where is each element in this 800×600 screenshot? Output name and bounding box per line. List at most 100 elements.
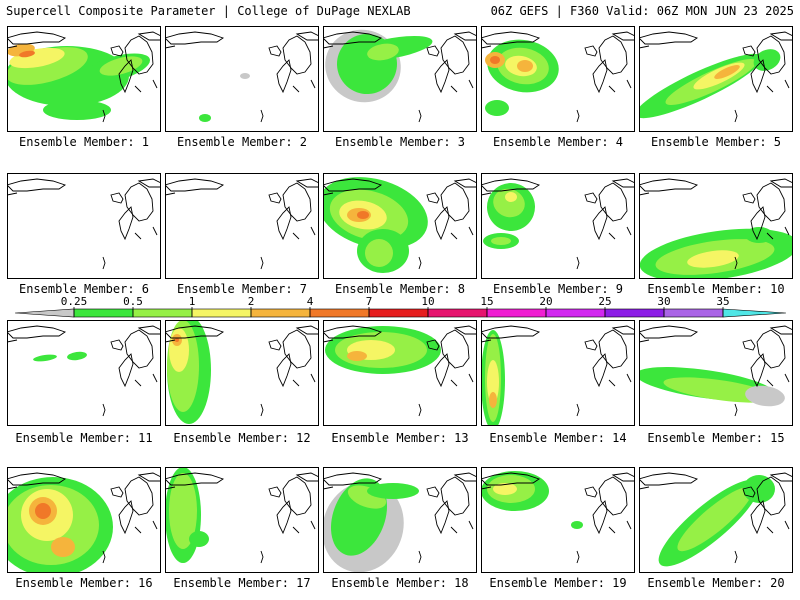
lake-outline bbox=[769, 472, 793, 482]
lake-outline bbox=[481, 325, 541, 339]
coastline bbox=[323, 45, 334, 49]
scp-map bbox=[165, 467, 319, 573]
lake-outline bbox=[110, 45, 124, 57]
coastline bbox=[626, 226, 632, 236]
ensemble-member-label: Ensemble Member: 2 bbox=[176, 135, 308, 149]
panel-frame bbox=[323, 467, 477, 573]
scp-map bbox=[639, 320, 793, 426]
scp-map bbox=[481, 26, 635, 132]
lake-outline bbox=[611, 325, 635, 335]
lake-outline bbox=[592, 500, 608, 535]
coastline bbox=[450, 85, 458, 93]
scp-contour bbox=[491, 237, 511, 245]
lake-outline bbox=[453, 178, 477, 188]
ensemble-map-panel bbox=[481, 26, 635, 132]
ensemble-member-label: Ensemble Member: 19 bbox=[489, 576, 627, 590]
ensemble-member-label: Ensemble Member: 15 bbox=[647, 431, 785, 445]
lake-outline bbox=[598, 329, 628, 369]
ensemble-map-panel bbox=[323, 320, 477, 426]
lake-outline bbox=[295, 472, 319, 482]
coastline bbox=[784, 373, 790, 383]
lake-outline bbox=[639, 31, 699, 45]
lake-outline bbox=[323, 31, 383, 45]
ensemble-member-label: Ensemble Member: 16 bbox=[15, 576, 153, 590]
coastline bbox=[323, 486, 334, 490]
lake-outline bbox=[598, 182, 628, 222]
scp-contour bbox=[189, 531, 209, 547]
scp-contour bbox=[51, 537, 75, 557]
ensemble-member-label: Ensemble Member: 9 bbox=[492, 282, 624, 296]
lake-outline bbox=[584, 45, 598, 57]
scp-contour bbox=[175, 338, 179, 342]
scp-contour bbox=[367, 483, 419, 499]
coastline bbox=[481, 192, 492, 196]
lake-outline bbox=[453, 472, 477, 482]
colorbar-segment bbox=[191, 308, 252, 318]
lake-outline bbox=[453, 325, 477, 335]
coastline bbox=[766, 232, 774, 240]
coastline bbox=[134, 379, 142, 387]
lake-outline bbox=[426, 45, 440, 57]
scp-map bbox=[7, 467, 161, 573]
ensemble-member-label: Ensemble Member: 6 bbox=[18, 282, 150, 296]
panel-frame bbox=[165, 173, 319, 279]
ensemble-member-label: Ensemble Member: 11 bbox=[15, 431, 153, 445]
ensemble-map-panel bbox=[639, 173, 793, 279]
lake-outline bbox=[481, 31, 541, 45]
scp-contour bbox=[19, 50, 35, 58]
colorbar-tick-label: 4 bbox=[306, 295, 314, 308]
ensemble-map-panel bbox=[165, 467, 319, 573]
lake-outline bbox=[7, 472, 67, 486]
coastline bbox=[260, 550, 264, 564]
ensemble-member-label: Ensemble Member: 1 bbox=[18, 135, 150, 149]
coastline bbox=[481, 339, 492, 343]
lake-outline bbox=[268, 45, 282, 57]
coastline bbox=[734, 550, 738, 564]
ensemble-map-panel bbox=[323, 467, 477, 573]
scp-contour bbox=[493, 188, 525, 218]
scp-contour bbox=[677, 486, 753, 552]
coastline bbox=[734, 403, 738, 417]
coastline bbox=[152, 520, 158, 530]
ensemble-member-label: Ensemble Member: 4 bbox=[492, 135, 624, 149]
scp-contour bbox=[714, 65, 740, 79]
lake-outline bbox=[750, 353, 766, 388]
colorbar-tick-label: 0.5 bbox=[123, 295, 143, 308]
coastline bbox=[134, 85, 142, 93]
ensemble-map-panel bbox=[7, 467, 161, 573]
panel-frame bbox=[7, 173, 161, 279]
coastline bbox=[468, 520, 474, 530]
coastline bbox=[626, 520, 632, 530]
ensemble-member-label: Ensemble Member: 12 bbox=[173, 431, 311, 445]
lake-outline bbox=[282, 35, 312, 75]
coastline bbox=[468, 226, 474, 236]
coastline bbox=[7, 339, 18, 343]
lake-outline bbox=[434, 59, 450, 94]
ensemble-map-panel bbox=[165, 173, 319, 279]
coastline bbox=[102, 403, 106, 417]
panel-frame bbox=[165, 26, 319, 132]
lake-outline bbox=[7, 178, 67, 192]
panel-frame bbox=[639, 467, 793, 573]
coastline bbox=[450, 526, 458, 534]
coastline bbox=[608, 526, 616, 534]
scp-contour bbox=[240, 73, 250, 79]
lake-outline bbox=[742, 486, 756, 498]
coastline bbox=[7, 192, 18, 196]
ensemble-map-panel bbox=[7, 26, 161, 132]
panel-frame bbox=[165, 320, 319, 426]
colorbar-segment bbox=[309, 308, 370, 318]
lake-outline bbox=[639, 178, 699, 192]
coastline bbox=[292, 379, 300, 387]
colorbar-segment bbox=[604, 308, 665, 318]
lake-outline bbox=[434, 353, 450, 388]
coastline bbox=[576, 403, 580, 417]
coastline bbox=[134, 232, 142, 240]
ensemble-map-panel bbox=[7, 173, 161, 279]
colorbar: 0.25 0.5 1 2 4 7 10 15 20 25 30 35 bbox=[10, 296, 790, 320]
lake-outline bbox=[639, 325, 699, 339]
colorbar-segment bbox=[722, 308, 787, 318]
lake-outline bbox=[124, 35, 154, 75]
panel-frame bbox=[639, 320, 793, 426]
coastline bbox=[102, 256, 106, 270]
